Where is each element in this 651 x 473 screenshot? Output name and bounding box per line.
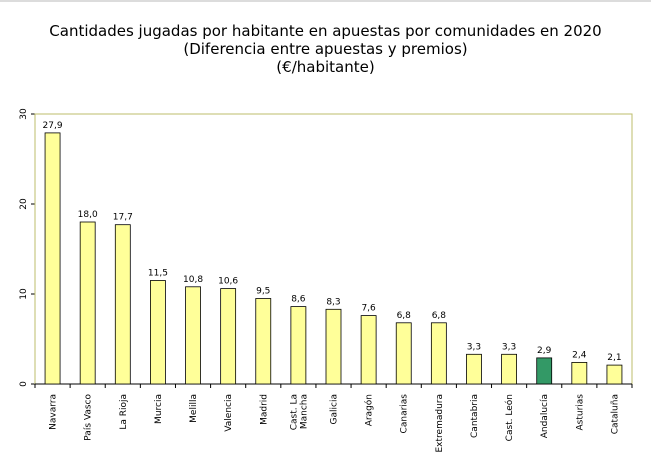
category-label: Canarias: [400, 394, 410, 434]
bar: [220, 288, 237, 385]
bar: [430, 322, 447, 385]
category-label: Aragón: [364, 394, 375, 426]
chart-subtitle: (Diferencia entre apuestas y premios): [183, 40, 468, 58]
chart-title: Cantidades jugadas por habitante en apue…: [49, 22, 602, 40]
bar: [44, 132, 61, 385]
value-label: 6,8: [432, 311, 447, 321]
bar: [150, 280, 166, 385]
chart-unit-label: (€/habitante): [276, 58, 375, 76]
value-label: 3,3: [467, 342, 481, 352]
bar: [395, 322, 412, 385]
top-divider: [0, 0, 651, 2]
bar: [325, 308, 342, 385]
value-label: 27,9: [43, 121, 63, 131]
value-label: 7,6: [361, 304, 376, 314]
value-label: 10,6: [218, 277, 238, 287]
category-label: Madrid: [259, 394, 269, 425]
bar: [466, 353, 482, 385]
value-label: 3,3: [502, 342, 516, 352]
value-label: 11,5: [148, 269, 168, 279]
category-label: Cataluña: [610, 394, 620, 434]
category-label: Mancha: [299, 394, 309, 429]
category-label: Galicia: [330, 394, 340, 424]
category-label: Cast. León: [504, 394, 515, 441]
value-label: 8,6: [291, 295, 306, 305]
bar: [79, 221, 96, 385]
value-labels-group: 27,9 18,0 17,7 11,5 10,8 10,6 9,5 8,6 8,3 7,6 6,8 6…: [43, 121, 622, 363]
value-label: 2,9: [537, 346, 552, 356]
value-label: 8,3: [326, 297, 340, 307]
value-label: 9,5: [256, 287, 270, 297]
value-label: 6,8: [397, 311, 412, 321]
value-label: 2,4: [572, 350, 587, 360]
category-label: Cast. La: [289, 394, 299, 430]
category-label: Cantabria: [470, 394, 480, 438]
y-tick-label: 0: [19, 381, 29, 387]
chart-title-block: Cantidades jugadas por habitante en apue…: [0, 22, 651, 76]
bar: [536, 357, 553, 385]
category-label: Valencia: [224, 394, 234, 432]
y-tick-label: 30: [19, 108, 29, 120]
y-tick-label: 20: [19, 198, 29, 210]
y-tick-label: 10: [19, 288, 29, 300]
bar: [606, 364, 623, 385]
bar: [114, 224, 131, 385]
bar: [185, 286, 201, 385]
category-label: Asturias: [575, 394, 585, 431]
value-label: 10,8: [183, 275, 203, 285]
bar: [501, 353, 517, 385]
bar: [255, 298, 272, 385]
category-label: Melilla: [189, 394, 199, 423]
category-label: Andalucía: [540, 394, 550, 438]
value-label: 17,7: [113, 213, 133, 223]
value-label: 18,0: [78, 210, 98, 220]
category-label: Extremadura: [435, 394, 445, 453]
value-label: 2,1: [607, 353, 621, 363]
y-axis: 0 10 20 30: [19, 108, 36, 387]
category-label: Murcia: [154, 394, 164, 424]
bar: [360, 315, 377, 385]
bar: [290, 306, 307, 385]
category-label: País Vasco: [84, 394, 94, 441]
category-label: La Rioja: [119, 394, 129, 430]
category-label: Navarra: [49, 394, 59, 430]
bar: [571, 361, 588, 385]
x-axis-labels-group: Navarra País Vasco La Rioja Murcia Melilla Va…: [49, 394, 621, 453]
bars-group: [44, 132, 623, 385]
